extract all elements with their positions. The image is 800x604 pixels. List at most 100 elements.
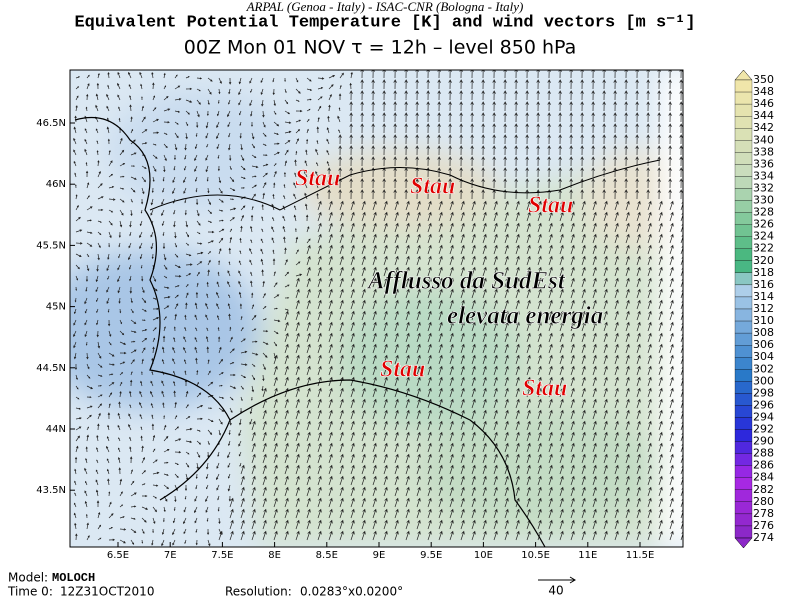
colorbar-label: 320 [753,254,774,267]
colorbar-label: 346 [753,97,774,110]
colorbar-box [734,116,753,129]
colorbar-box [734,128,753,141]
colorbar-label: 336 [753,157,774,170]
annotation: Stau [410,174,455,200]
colorbar-box [734,381,753,394]
colorbar-label: 284 [753,471,774,484]
colorbar-label: 288 [753,447,774,460]
colorbar-label: 316 [753,278,774,291]
colorbar-box [734,405,753,418]
lon-tick-label: 10.5E [521,550,550,561]
subtitle: 00Z Mon 01 NOV τ = 12h – level 850 hPa [184,37,576,59]
annotation: Afflusso da SudEst [366,268,566,295]
colorbar-box [734,260,753,273]
colorbar-label: 280 [753,495,774,508]
colorbar-box [734,224,753,237]
colorbar-label: 332 [753,181,774,194]
colorbar-box [734,513,753,527]
colorbar-label: 282 [753,483,774,496]
colorbar-box [734,296,753,310]
colorbar-label: 350 [753,73,774,86]
colorbar-box [734,164,753,177]
lon-tick-label: 11.5E [626,550,655,561]
resolution: 0.0283°x0.0200° [300,585,403,599]
model: MOLOCH [52,571,95,585]
colorbar-label: 298 [753,386,774,399]
lat-tick-label: 46N [46,179,66,190]
lon-tick-label: 9.5E [420,550,442,561]
lon-tick-label: 8E [268,550,281,561]
colorbar-label: 330 [753,194,774,207]
colorbar-box [734,284,753,298]
colorbar-box [734,236,753,249]
colorbar-box [734,103,753,117]
colorbar-top [734,69,753,81]
colorbar-box [734,441,753,454]
lat-tick-label: 46.5N [36,118,66,129]
lon-tick-label: 8.5E [316,550,338,561]
annotation: Stau [528,193,573,219]
colorbar-box [734,79,753,93]
colorbar-label: 312 [753,302,774,315]
colorbar-label: 334 [753,169,774,182]
lat-tick-label: 45.5N [36,240,66,251]
colorbar-box [734,272,753,286]
map-field [70,70,683,547]
colorbar-box [734,525,753,539]
colorbar-label: 292 [753,423,774,436]
colorbar-label: 322 [753,242,774,255]
resolution-label: Resolution: [225,585,292,599]
colorbar-label: 294 [753,410,774,423]
colorbar-label: 290 [753,435,774,448]
colorbar-label: 300 [753,374,774,387]
colorbar-box [734,188,753,201]
title: Equivalent Potential Temperature [K] and… [74,13,695,32]
colorbar-box [734,248,753,261]
model-label: Model: [8,571,48,585]
colorbar-label: 296 [753,398,774,411]
colorbar-label: 274 [753,531,774,544]
colorbar-box [734,308,753,322]
colorbar-box [734,212,753,225]
colorbar-bottom [734,537,753,549]
lon-tick-label: 7E [164,550,177,561]
colorbar-box [734,91,753,105]
annotation: Stau [295,166,340,192]
colorbar-label: 344 [753,109,774,122]
colorbar-box [734,176,753,189]
colorbar-box [734,345,753,358]
colorbar-box [734,393,753,406]
time-label: Time 0: [7,585,53,599]
annotation: Stau [522,376,567,402]
time: 12Z31OCT2010 [60,585,154,599]
colorbar-label: 308 [753,326,774,339]
colorbar-label: 324 [753,230,774,243]
colorbar-label: 304 [753,350,774,363]
colorbar-label: 276 [753,519,774,532]
colorbar-label: 278 [753,507,774,520]
colorbar-box [734,453,753,466]
colorbar-label: 302 [753,362,774,375]
colorbar-label: 314 [753,290,774,303]
colorbar-label: 318 [753,266,774,279]
colorbar-box [734,140,753,153]
annotation: Stau [380,357,425,383]
colorbar-label: 342 [753,121,774,134]
colorbar-box [734,152,753,165]
lon-tick-label: 10E [474,550,493,561]
lon-tick-label: 7.5E [211,550,233,561]
colorbar-box [734,200,753,213]
colorbar-label: 348 [753,85,774,98]
colorbar-label: 326 [753,218,774,231]
lat-tick-label: 43.5N [36,485,66,496]
lat-tick-label: 44.5N [36,363,66,374]
lon-tick-label: 11E [578,550,597,561]
colorbar-box [734,501,753,515]
colorbar-box [734,332,753,346]
colorbar-box [734,477,753,490]
colorbar-box [734,369,753,382]
vector-scale-head [569,576,576,584]
colorbar-box [734,357,753,370]
colorbar-box [734,429,753,442]
